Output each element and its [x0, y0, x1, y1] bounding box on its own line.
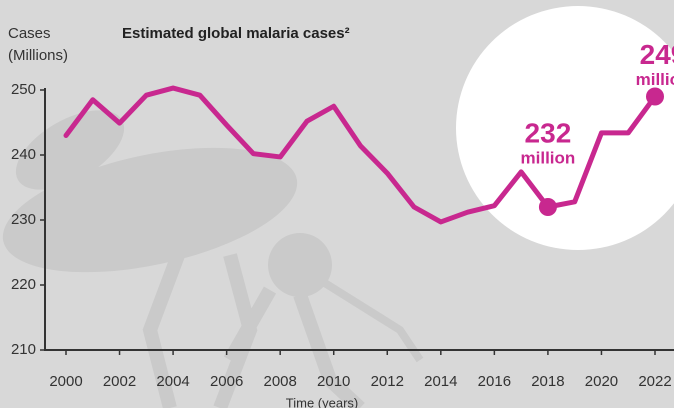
- x-tick-label: 2006: [210, 373, 243, 390]
- x-tick-label: 2022: [638, 373, 671, 390]
- x-axis-label: Time (years): [286, 395, 358, 408]
- y-tick-label: 220: [11, 276, 36, 293]
- y-tick-label: 230: [11, 211, 36, 228]
- annotation-value: 249: [640, 39, 674, 70]
- y-tick-label: 210: [11, 341, 36, 358]
- chart: Estimated global malaria cases² Cases (M…: [0, 0, 674, 408]
- x-tick-label: 2018: [531, 373, 564, 390]
- x-tick-label: 2020: [585, 373, 618, 390]
- annotation-value: 232: [525, 117, 572, 148]
- x-tick-label: 2010: [317, 373, 350, 390]
- y-axis-label: Cases: [8, 25, 51, 42]
- x-tick-label: 2008: [263, 373, 296, 390]
- highlight-point: [646, 88, 664, 106]
- annotation-unit: million: [636, 70, 674, 89]
- chart-title: Estimated global malaria cases²: [122, 25, 350, 42]
- x-tick-label: 2016: [478, 373, 511, 390]
- x-tick-label: 2012: [371, 373, 404, 390]
- highlight-point: [539, 198, 557, 216]
- y-tick-label: 240: [11, 146, 36, 163]
- x-tick-label: 2000: [49, 373, 82, 390]
- x-tick-label: 2014: [424, 373, 457, 390]
- x-tick-label: 2002: [103, 373, 136, 390]
- y-axis-label: (Millions): [8, 47, 68, 64]
- y-tick-label: 250: [11, 81, 36, 98]
- annotation-unit: million: [521, 148, 576, 167]
- x-tick-label: 2004: [156, 373, 189, 390]
